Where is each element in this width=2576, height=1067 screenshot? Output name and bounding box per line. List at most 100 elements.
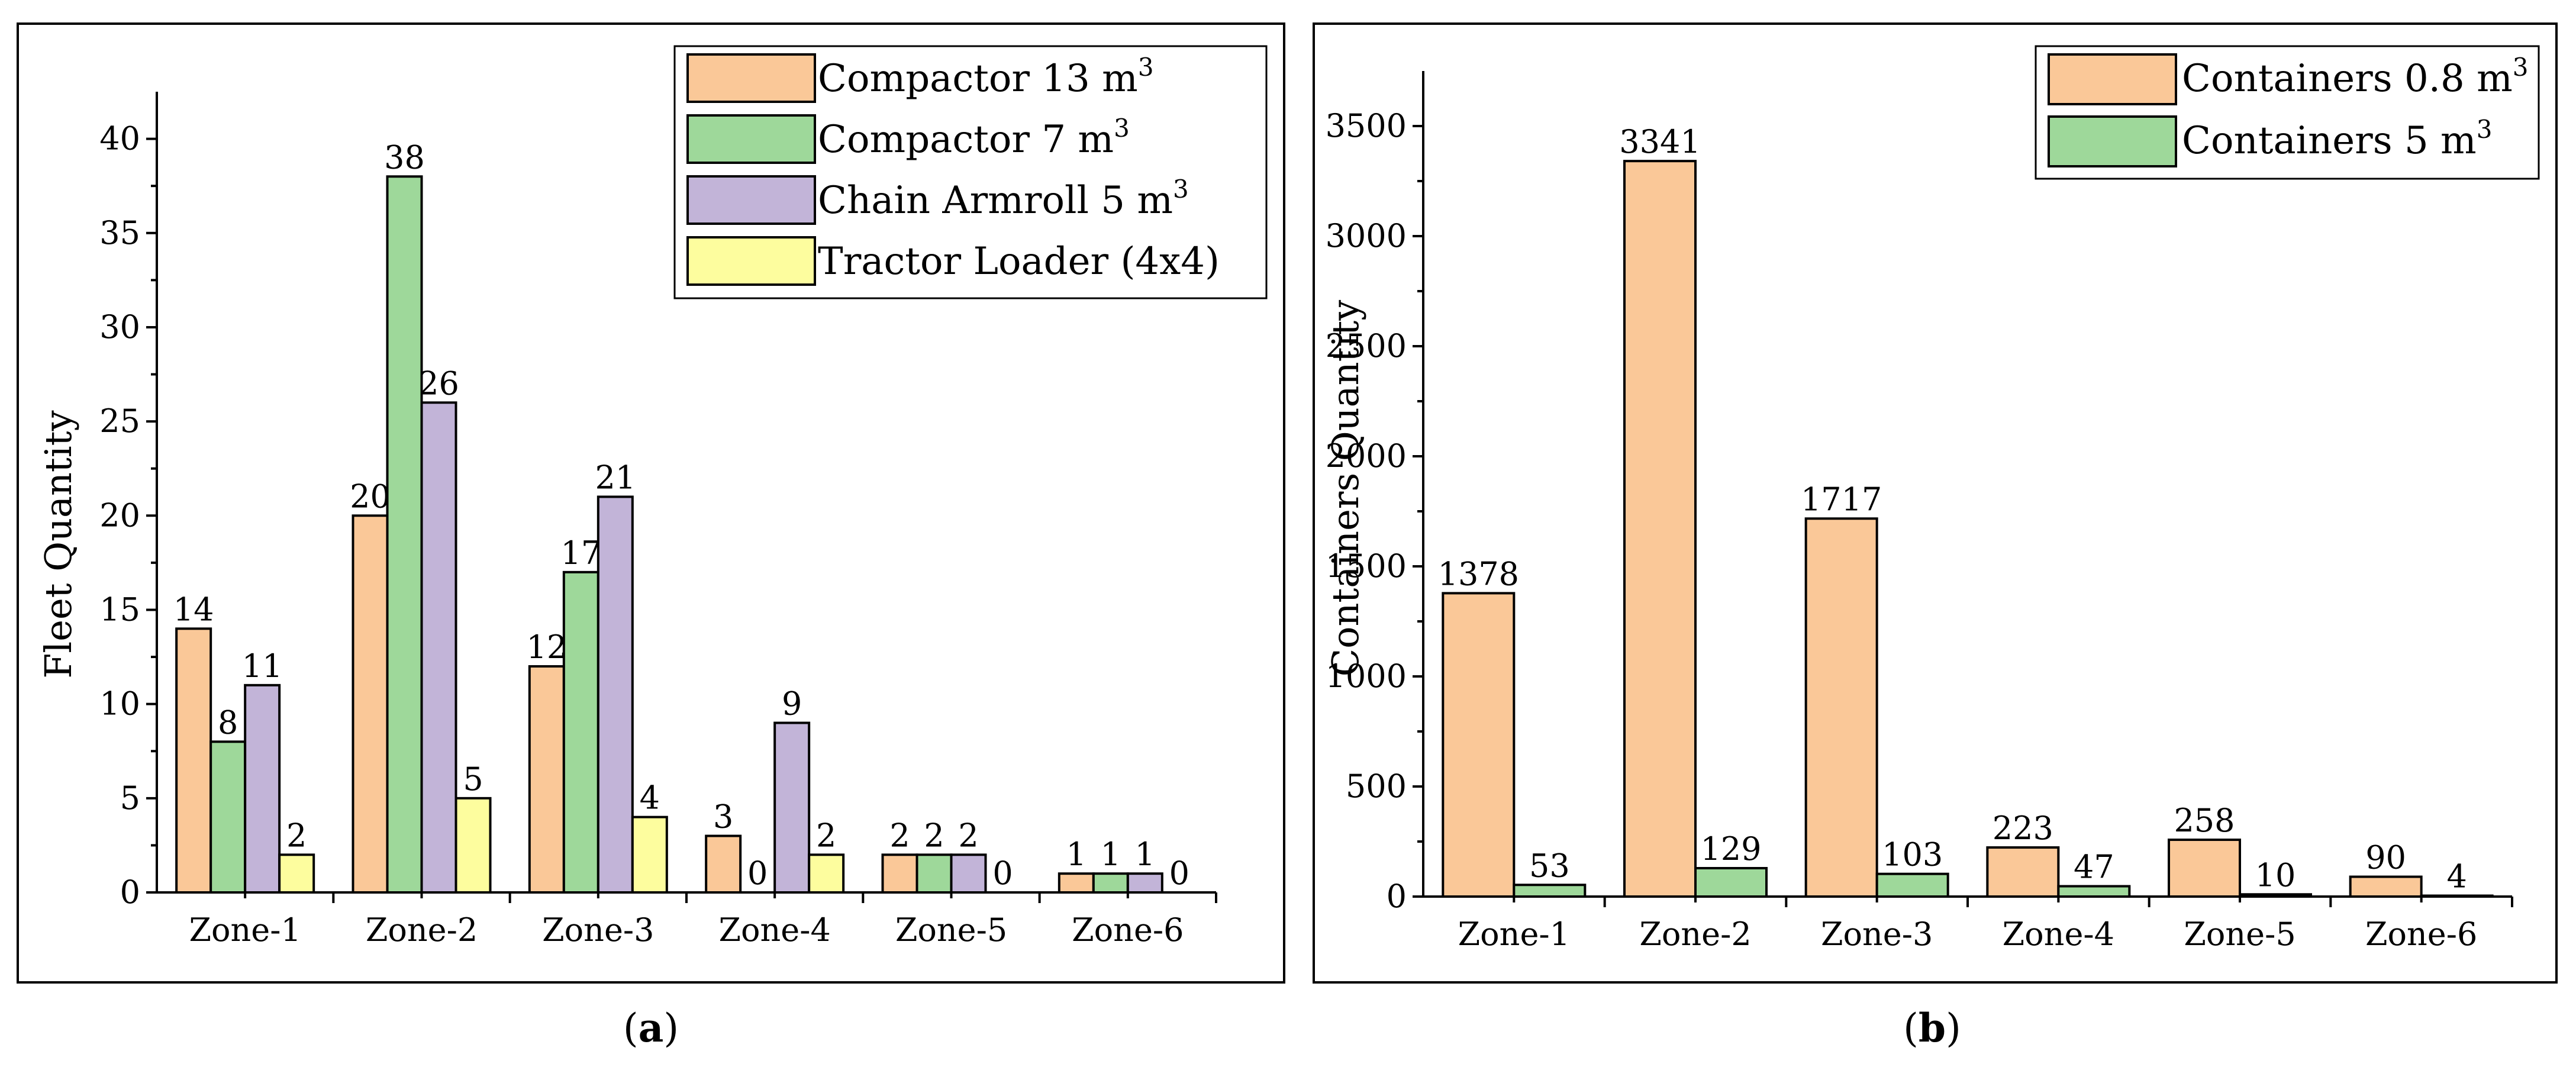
legend-label: Containers 5 m3 (2182, 115, 2492, 163)
legend-label-sup: 3 (1173, 175, 1189, 204)
legend-label: Tractor Loader (4x4) (818, 240, 1220, 283)
x-tick-label: Zone-5 (2184, 916, 2295, 953)
legend-label-sup: 3 (1138, 53, 1154, 82)
y-tick-label: 0 (120, 873, 140, 911)
y-tick-label: 3500 (1326, 107, 1407, 144)
legend-swatch (2048, 115, 2177, 167)
bar (1126, 872, 1163, 894)
data-label: 14 (173, 591, 214, 628)
legend-label-text: Tractor Loader (4x4) (818, 240, 1220, 283)
data-label: 4 (2446, 858, 2467, 895)
bar (950, 853, 987, 894)
data-label: 12 (526, 628, 567, 666)
bar (881, 853, 918, 894)
bar (244, 684, 281, 894)
legend-swatch (2048, 53, 2177, 105)
legend-label: Compactor 7 m3 (818, 114, 1130, 162)
data-label: 1 (1101, 836, 1121, 873)
data-label: 4 (640, 779, 660, 817)
y-tick-label: 1000 (1326, 657, 1407, 695)
x-tick-label: Zone-1 (1458, 916, 1570, 953)
panel-b-caption: (b) (1903, 1005, 1961, 1051)
x-tick-label: Zone-3 (542, 911, 654, 949)
data-label: 20 (350, 478, 391, 515)
data-label: 2 (924, 817, 944, 854)
bar (915, 853, 953, 894)
x-tick-label: Zone-2 (366, 911, 478, 949)
bar (808, 853, 845, 894)
x-tick-label: Zone-6 (1072, 911, 1184, 949)
panel-a-caption-close: ) (663, 1005, 679, 1051)
x-tick-label: Zone-5 (895, 911, 1007, 949)
panel-a-caption-open: ( (623, 1005, 639, 1051)
data-label: 0 (747, 855, 768, 892)
panel-b-caption-close: ) (1946, 1005, 1961, 1051)
y-tick-label: 30 (99, 308, 140, 346)
y-tick-label: 35 (99, 214, 140, 252)
data-label: 3341 (1619, 123, 1700, 160)
bar (454, 797, 492, 894)
data-label: 21 (595, 459, 636, 496)
data-label: 5 (463, 760, 483, 798)
panel-a-x-axis: Zone-1 Zone-2 Zone-3 Zone-4 Zone-5 Zone-6 (157, 891, 1217, 949)
data-label: 11 (242, 647, 283, 685)
y-tick-label: 5 (120, 779, 140, 817)
data-label: 0 (1169, 855, 1189, 892)
bar (420, 401, 457, 894)
y-tick-label: 500 (1346, 768, 1407, 805)
bar (1986, 846, 2060, 898)
bar (528, 665, 565, 894)
panel-a-bars (175, 175, 1163, 894)
legend-label: Compactor 13 m3 (818, 53, 1154, 101)
panel-b-caption-letter: b (1919, 1005, 1946, 1051)
y-tick-label: 40 (99, 120, 140, 157)
y-tick-label: 15 (99, 591, 140, 628)
data-label: 10 (2255, 856, 2296, 894)
bar (597, 495, 634, 894)
y-tick-label: 2000 (1326, 437, 1407, 475)
bar (773, 721, 811, 894)
x-tick-label: Zone-2 (1639, 916, 1751, 953)
data-label: 223 (1993, 810, 2053, 847)
bar (1804, 517, 1878, 898)
legend-label-text: Containers 0.8 m (2182, 57, 2513, 101)
panel-a-caption: (a) (623, 1005, 679, 1051)
bar (562, 570, 599, 894)
legend-label-text: Chain Armroll 5 m (818, 179, 1173, 223)
x-tick-label: Zone-6 (2365, 916, 2477, 953)
bar (2168, 839, 2241, 898)
bar (1092, 872, 1129, 894)
x-tick-label: Zone-1 (189, 911, 301, 949)
legend-swatch (686, 114, 816, 164)
bar (1513, 884, 1587, 898)
panel-b-frame (1313, 22, 2558, 984)
legend-label: Containers 0.8 m3 (2182, 53, 2528, 101)
data-label: 3 (713, 798, 733, 835)
panel-b-caption-open: ( (1903, 1005, 1919, 1051)
data-label: 47 (2074, 849, 2114, 886)
panel-a-caption-letter: a (639, 1005, 664, 1051)
panel-a-y-axis-title: Fleet Quantity (37, 410, 80, 678)
bar (2057, 885, 2131, 898)
panel-b-legend: Containers 0.8 m3 Containers 5 m3 (2035, 45, 2540, 180)
bar (1442, 592, 1516, 898)
y-tick-label: 0 (1387, 878, 1407, 915)
legend-swatch (686, 53, 816, 103)
data-label: 17 (560, 534, 601, 572)
legend-label-text: Compactor 13 m (818, 57, 1138, 101)
data-label: 129 (1700, 830, 1761, 868)
data-label: 1717 (1801, 481, 1882, 518)
data-label: 26 (418, 365, 459, 402)
bar (705, 834, 742, 894)
data-label: 9 (782, 685, 802, 722)
bar (175, 627, 212, 894)
panel-b-data-labels: 1378 53 3341 129 1717 103 223 47 258 10 90 4 (1438, 123, 2467, 895)
data-label: 2 (958, 817, 978, 854)
legend-label-sup: 3 (1114, 114, 1130, 143)
legend-label-text: Compactor 7 m (818, 118, 1114, 162)
bar (278, 853, 315, 894)
